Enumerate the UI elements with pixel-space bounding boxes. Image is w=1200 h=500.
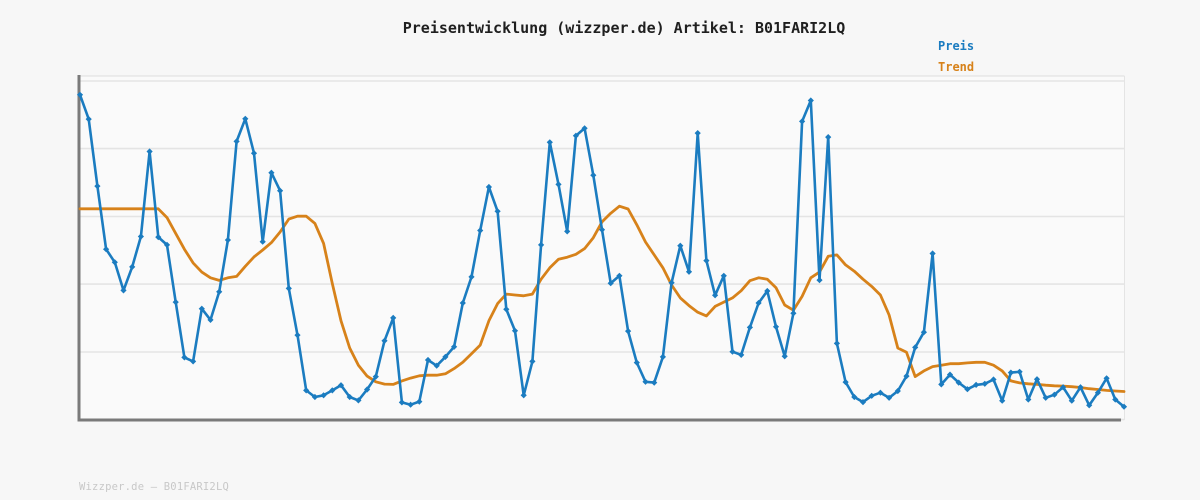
legend-preis-label: Preis — [938, 39, 975, 53]
chart-legend: Preis Trend — [938, 39, 974, 81]
page-title: Preisentwicklung (wizzper.de) Artikel: B… — [402, 19, 846, 37]
legend-trend-label: Trend — [938, 60, 975, 74]
plot-background — [79, 76, 1125, 420]
legend-item-trend: Trend — [938, 60, 974, 74]
footer-text: Wizzper.de – B01FARI2LQ — [79, 481, 229, 493]
legend-item-preis: Preis — [938, 39, 974, 53]
